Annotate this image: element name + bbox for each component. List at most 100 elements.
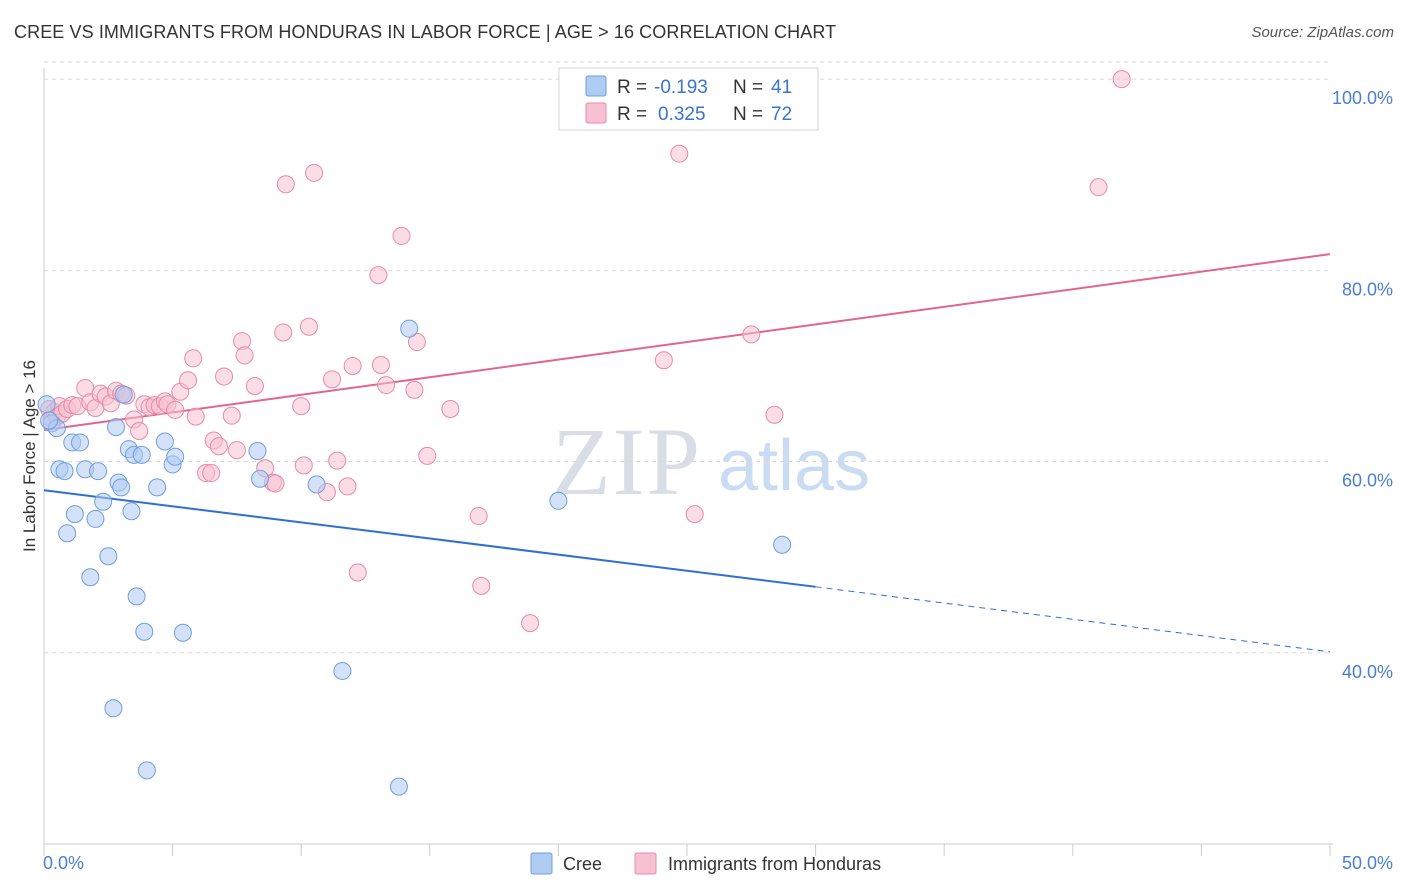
watermark-atlas: atlas [718,426,870,506]
data-point-honduras [377,376,396,395]
tick-labels: 40.0% 60.0% 80.0% 100.0% 0.0% 50.0% [43,88,1393,873]
legend-n-label-cree: N = [733,77,763,98]
data-point-honduras [685,505,704,524]
data-point-honduras [184,349,203,368]
data-point-cree [173,623,192,642]
data-point-honduras [215,367,234,386]
data-point-honduras [742,325,761,344]
data-point-honduras [670,144,689,163]
data-point-cree [94,492,113,511]
data-point-honduras [521,614,540,633]
data-point-honduras [654,351,673,370]
legend-r-label-honduras: R = [617,104,647,125]
chart-title: CREE VS IMMIGRANTS FROM HONDURAS IN LABO… [14,22,837,42]
series-legend: Cree Immigrants from Honduras [530,852,881,875]
data-point-honduras [371,355,390,374]
series-legend-swatch-cree [530,852,553,875]
data-point-honduras [186,407,205,426]
data-point-honduras [472,576,491,595]
y-tick-label: 40.0% [1342,662,1393,682]
data-point-cree [99,547,118,566]
data-point-honduras [294,456,313,475]
trend-line-cree [43,489,816,588]
data-point-cree [89,462,108,481]
data-point-cree [65,505,84,524]
legend-r-label-cree: R = [617,77,647,98]
data-point-cree [773,535,792,554]
data-point-honduras [441,399,460,418]
legend-swatch-cree [585,75,607,97]
correlation-legend: R = -0.193 N = 41 R = 0.325 N = 72 [558,67,819,131]
data-point-honduras [245,377,264,396]
data-point-honduras [274,323,293,342]
data-point-honduras [1112,70,1131,89]
data-point-cree [40,411,59,430]
data-point-cree [148,478,167,497]
data-point-honduras [1089,178,1108,197]
y-tick-label: 80.0% [1342,279,1393,299]
legend-r-value-cree: -0.193 [654,77,708,98]
data-point-cree [71,433,90,452]
y-axis-title: In Labor Force | Age > 16 [20,360,39,552]
data-point-honduras [202,464,221,483]
x-tick-label: 50.0% [1342,853,1393,873]
data-point-cree [122,502,141,521]
data-point-honduras [266,474,285,493]
data-point-honduras [338,477,357,496]
x-tick-label: 0.0% [43,853,84,873]
data-point-honduras [166,400,185,419]
data-point-cree [112,478,131,497]
series-legend-swatch-honduras [634,852,657,875]
data-point-cree [127,587,146,606]
data-point-cree [137,761,156,780]
data-point-honduras [235,346,254,365]
legend-n-value-honduras: 72 [771,104,792,125]
data-point-honduras [292,397,311,416]
data-point-honduras [276,175,295,194]
data-point-cree [107,418,126,437]
data-point-honduras [299,317,318,336]
data-point-honduras [348,563,367,582]
legend-swatch-honduras [585,102,607,124]
data-point-honduras [328,451,347,470]
data-point-honduras [209,437,228,456]
watermark-zip: ZIP [552,408,702,515]
trend-line-honduras [43,253,1331,432]
data-point-honduras [765,405,784,424]
data-point-cree [135,622,154,641]
data-point-cree [55,462,74,481]
data-point-cree [58,524,77,543]
data-point-cree [155,432,174,451]
data-point-cree [37,395,56,414]
data-point-honduras [407,333,426,352]
data-point-honduras [179,371,198,390]
data-point-cree [86,509,105,528]
data-point-cree [251,469,270,488]
data-point-cree [400,319,419,338]
data-point-honduras [369,266,388,285]
data-point-honduras [305,163,324,182]
data-point-honduras [405,380,424,399]
trend-line-cree-extension [815,586,1331,653]
data-point-honduras [343,356,362,375]
legend-n-value-cree: 41 [771,77,792,98]
trend-lines [43,253,1331,653]
legend-r-value-honduras: 0.325 [658,104,706,125]
data-point-cree [549,491,568,510]
chart-source: Source: ZipAtlas.com [1251,24,1394,41]
data-point-cree [166,447,185,466]
data-point-cree [132,445,151,464]
y-tick-label: 100.0% [1332,88,1393,108]
data-point-honduras [130,421,149,440]
series-legend-label-cree: Cree [563,854,602,874]
data-points [37,70,1131,796]
data-point-cree [248,442,267,461]
data-point-cree [81,568,100,587]
series-legend-label-honduras: Immigrants from Honduras [668,854,881,874]
data-point-cree [104,699,123,718]
data-point-honduras [323,370,342,389]
data-point-cree [114,385,133,404]
data-point-cree [307,475,326,494]
y-tick-label: 60.0% [1342,471,1393,491]
